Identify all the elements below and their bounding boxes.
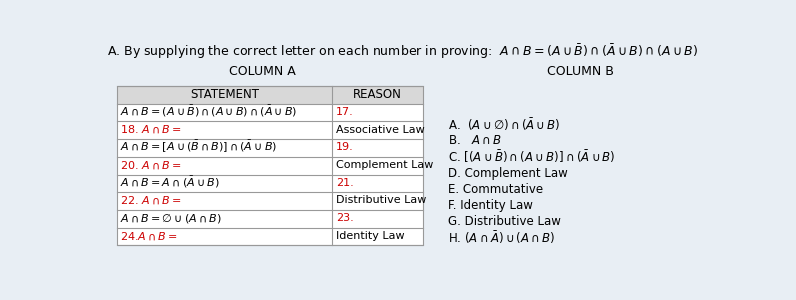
Text: $A\cap B=(A\cup\bar{B})\cap(A\cup B)\cap(\bar{A}\cup B)$: $A\cap B=(A\cup\bar{B})\cap(A\cup B)\cap…: [119, 104, 297, 119]
Text: $A\cap B=\emptyset\cup(A\cap B)$: $A\cap B=\emptyset\cup(A\cap B)$: [119, 212, 221, 225]
Text: 19.: 19.: [336, 142, 353, 152]
Text: 23.: 23.: [336, 213, 353, 223]
Text: REASON: REASON: [353, 88, 402, 101]
Text: Identity Law: Identity Law: [336, 231, 404, 241]
Text: F. Identity Law: F. Identity Law: [448, 199, 533, 212]
Text: Distributive Law: Distributive Law: [336, 195, 426, 206]
Text: 21.: 21.: [336, 178, 353, 188]
Text: B.   $A\cap B$: B. $A\cap B$: [448, 134, 501, 147]
Text: 22. $A\cap B=$: 22. $A\cap B=$: [119, 194, 181, 206]
Text: $A\cap B=[A\cup(\bar{B}\cap B)]\cap(\bar{A}\cup B)$: $A\cap B=[A\cup(\bar{B}\cap B)]\cap(\bar…: [119, 139, 277, 155]
Bar: [116, 86, 423, 245]
Text: E. Commutative: E. Commutative: [448, 183, 544, 196]
Text: 20. $A\cap B=$: 20. $A\cap B=$: [119, 159, 181, 171]
Text: Associative Law: Associative Law: [336, 124, 424, 135]
Bar: [116, 86, 423, 104]
Text: Complement Law: Complement Law: [336, 160, 433, 170]
Text: 24.$A\cap B=$: 24.$A\cap B=$: [119, 230, 178, 242]
Text: A. By supplying the correct letter on each number in proving:  $A \cap B = (A \c: A. By supplying the correct letter on ea…: [107, 42, 698, 61]
Bar: [116, 86, 423, 245]
Text: 18. $A\cap B=$: 18. $A\cap B=$: [119, 124, 181, 135]
Text: D. Complement Law: D. Complement Law: [448, 167, 568, 180]
Text: $A\cap B=A\cap(\bar{A}\cup B)$: $A\cap B=A\cap(\bar{A}\cup B)$: [119, 175, 219, 190]
Text: G. Distributive Law: G. Distributive Law: [448, 215, 561, 228]
Text: 17.: 17.: [336, 107, 353, 117]
Text: C. $[(A\cup\bar{B})\cap(A\cup B)]\cap(\bar{A}\cup B)$: C. $[(A\cup\bar{B})\cap(A\cup B)]\cap(\b…: [448, 149, 616, 165]
Text: STATEMENT: STATEMENT: [189, 88, 259, 101]
Text: COLUMN B: COLUMN B: [547, 65, 614, 78]
Text: A.  $(A\cup\emptyset)\cap(\bar{A}\cup B)$: A. $(A\cup\emptyset)\cap(\bar{A}\cup B)$: [448, 116, 560, 133]
Text: COLUMN A: COLUMN A: [229, 65, 295, 78]
Text: H. $(A\cap\bar{A})\cup(A\cap B)$: H. $(A\cap\bar{A})\cup(A\cap B)$: [448, 230, 556, 246]
